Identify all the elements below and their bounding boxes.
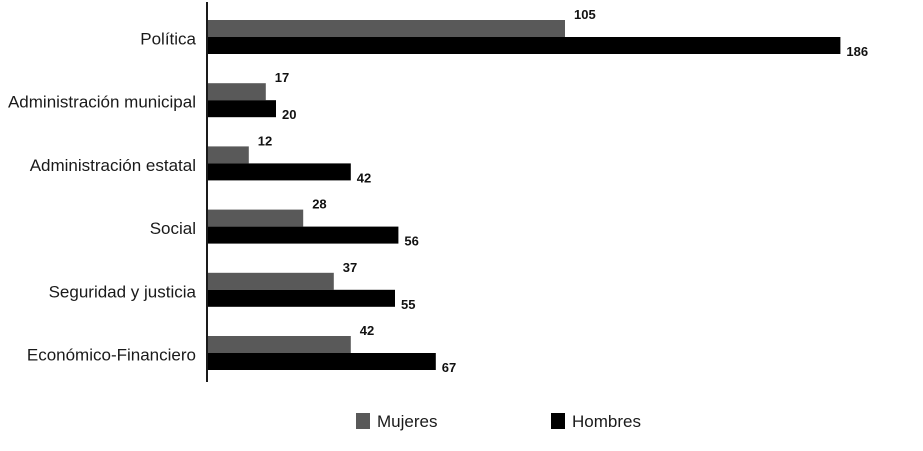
- category-label: Seguridad y justicia: [49, 282, 197, 301]
- bar-hombres: [208, 226, 399, 244]
- value-label: 56: [404, 234, 418, 249]
- bar-hombres: [208, 353, 436, 370]
- bar-mujeres: [208, 272, 334, 290]
- value-labels-group: 105 186 17 20 12 42 28 56 37 55 42 67: [258, 7, 868, 375]
- bar-mujeres: [208, 209, 304, 227]
- bar-hombres: [208, 163, 351, 181]
- value-label: 67: [442, 360, 456, 375]
- category-label: Económico-Financiero: [27, 345, 196, 364]
- legend: Mujeres Hombres: [356, 412, 641, 431]
- value-label: 12: [258, 133, 272, 148]
- bars-group: [208, 20, 841, 370]
- legend-swatch-mujeres: [356, 413, 370, 429]
- bar-mujeres: [208, 146, 249, 164]
- bar-hombres: [208, 289, 395, 307]
- bar-mujeres: [208, 336, 351, 353]
- category-label: Política: [140, 29, 196, 48]
- bar-mujeres: [208, 20, 565, 37]
- bar-hombres: [208, 37, 841, 54]
- legend-label-hombres: Hombres: [572, 412, 641, 431]
- value-label: 28: [312, 197, 326, 212]
- value-label: 42: [360, 323, 374, 338]
- category-label: Administración municipal: [8, 93, 196, 112]
- category-label: Administración estatal: [30, 156, 196, 175]
- category-labels-group: Política Administración municipal Administ…: [8, 29, 197, 364]
- category-label: Social: [150, 219, 196, 238]
- value-label: 105: [574, 7, 596, 22]
- legend-swatch-hombres: [551, 413, 565, 429]
- bar-hombres: [208, 100, 276, 118]
- value-label: 55: [401, 297, 415, 312]
- value-label: 37: [343, 260, 357, 275]
- legend-label-mujeres: Mujeres: [377, 412, 437, 431]
- bar-mujeres: [208, 83, 266, 101]
- value-label: 17: [275, 70, 289, 85]
- value-label: 42: [357, 170, 371, 185]
- value-label: 186: [846, 44, 868, 59]
- value-label: 20: [282, 107, 296, 122]
